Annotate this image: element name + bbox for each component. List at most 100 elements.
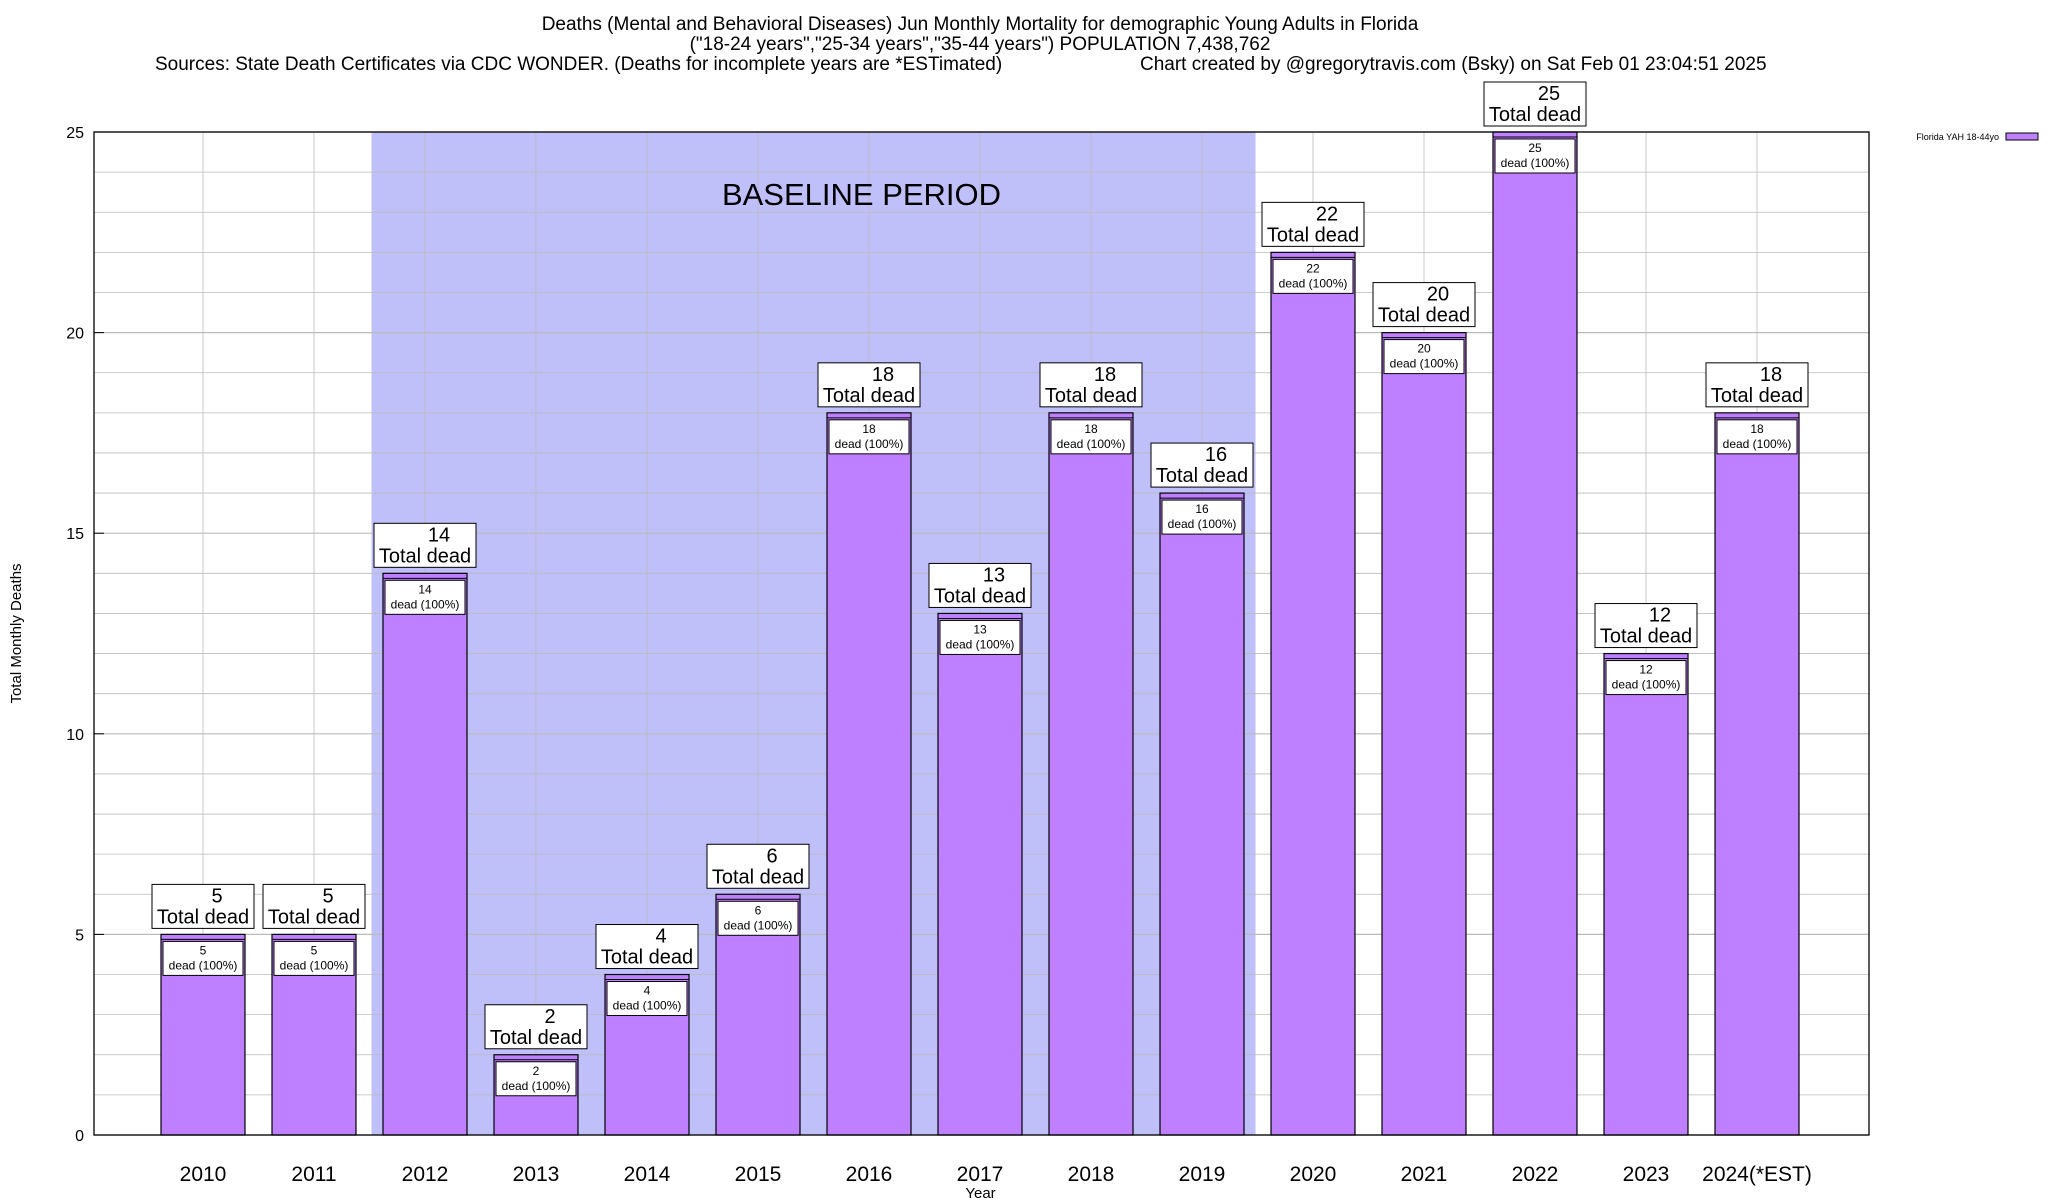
bar-top-value: 12	[1649, 605, 1671, 627]
bar-inner-value: 14	[418, 582, 432, 596]
bar-inner-label-box	[1272, 258, 1354, 294]
x-tick-label: 2023	[1623, 1163, 1670, 1186]
bar-inner-label-box	[162, 940, 244, 976]
bar	[382, 572, 468, 1136]
bar	[826, 412, 912, 1136]
bar-top-value: 18	[1760, 364, 1782, 386]
bar-top-value: 14	[428, 524, 450, 546]
bar-inner-value: 6	[755, 903, 762, 917]
bar-inner-label: dead (100%)	[724, 918, 793, 932]
x-tick-label: 2016	[846, 1163, 893, 1186]
bar-top-label-box	[1261, 201, 1365, 247]
bar-inner-label-box	[1161, 499, 1243, 535]
bar-inner-value: 20	[1417, 342, 1431, 356]
bar-top-label: Total dead	[601, 947, 693, 969]
y-tick-label: 25	[66, 125, 84, 142]
chart-credit: Chart created by @gregorytravis.com (Bsk…	[1140, 54, 1767, 75]
chart-title: Deaths (Mental and Behavioral Diseases) …	[541, 14, 1419, 35]
bar-top-label-box	[151, 883, 255, 929]
bar-top-value: 5	[211, 885, 222, 907]
bar	[937, 612, 1023, 1136]
x-tick-label: 2012	[402, 1163, 449, 1186]
bar-top-label-box	[1039, 362, 1143, 408]
bar-inner-value: 25	[1528, 141, 1542, 155]
bar-top-value: 2	[544, 1006, 555, 1028]
bar-inner-label-box	[717, 900, 799, 936]
y-tick-label: 0	[75, 1128, 84, 1145]
x-tick-label: 2013	[513, 1163, 560, 1186]
bar-top-label-box	[484, 1004, 588, 1050]
chart-sources: Sources: State Death Certificates via CD…	[155, 54, 1003, 75]
y-tick-label: 15	[66, 526, 84, 543]
bar-top-label-box	[1483, 81, 1587, 127]
bar-inner-label-box	[606, 981, 688, 1017]
x-tick-label: 2015	[735, 1163, 782, 1186]
bar-top-value: 25	[1538, 83, 1560, 105]
y-axis-label: Total Monthly Deaths	[8, 563, 25, 703]
bar	[1381, 332, 1467, 1136]
bar-inner-label-box	[384, 579, 466, 615]
x-tick-label: 2011	[291, 1163, 336, 1186]
bar-top-value: 13	[983, 564, 1005, 586]
bar-inner-label-box	[273, 940, 355, 976]
x-tick-label: 2010	[180, 1163, 227, 1186]
bar-inner-label-box	[1383, 339, 1465, 375]
bar-inner-value: 18	[862, 422, 876, 436]
bar-top-label-box	[262, 883, 366, 929]
bar-top-value: 16	[1205, 444, 1227, 466]
x-tick-label: 2024(*EST)	[1702, 1163, 1812, 1186]
bar-inner-label: dead (100%)	[391, 597, 460, 611]
x-tick-label: 2020	[1290, 1163, 1337, 1186]
bar-inner-value: 16	[1195, 502, 1209, 516]
bar-top-label: Total dead	[1156, 465, 1248, 487]
y-tick-label: 10	[66, 727, 84, 744]
bar-inner-label: dead (100%)	[613, 999, 682, 1013]
x-tick-label: 2021	[1401, 1163, 1448, 1186]
bar-inner-label: dead (100%)	[1723, 437, 1792, 451]
bar-inner-label: dead (100%)	[1279, 276, 1348, 290]
legend-swatch	[2005, 132, 2039, 141]
bar-top-label: Total dead	[1489, 104, 1581, 126]
bar-inner-label-box	[1605, 660, 1687, 696]
bar	[1048, 412, 1134, 1136]
bar-inner-value: 13	[973, 622, 987, 636]
bar	[1159, 492, 1245, 1136]
bar-top-label: Total dead	[1711, 385, 1803, 407]
bar-inner-label: dead (100%)	[502, 1079, 571, 1093]
bar-inner-value: 22	[1306, 261, 1320, 275]
bar-top-label: Total dead	[934, 585, 1026, 607]
legend-label: Florida YAH 18-44yo	[1916, 132, 1999, 142]
bar-top-label-box	[1372, 282, 1476, 328]
plot-frame	[93, 131, 1870, 1136]
bar-top-value: 18	[872, 364, 894, 386]
bar-top-label: Total dead	[1267, 224, 1359, 246]
bar-inner-label-box	[495, 1061, 577, 1097]
x-tick-label: 2018	[1068, 1163, 1115, 1186]
y-tick-label: 20	[66, 326, 84, 343]
bar-inner-value: 5	[311, 943, 318, 957]
bar-top-label: Total dead	[268, 906, 360, 928]
y-tick-label: 5	[75, 927, 84, 944]
bar-top-value: 5	[322, 885, 333, 907]
bar-inner-value: 2	[533, 1064, 540, 1078]
x-axis-label: Year	[965, 1185, 995, 1200]
bar-top-value: 4	[655, 926, 666, 948]
bar-inner-label: dead (100%)	[946, 637, 1015, 651]
bar-top-label-box	[373, 522, 477, 568]
bar-top-label: Total dead	[823, 385, 915, 407]
bar-inner-label: dead (100%)	[835, 437, 904, 451]
bar-top-label: Total dead	[1045, 385, 1137, 407]
baseline-period-label: BASELINE PERIOD	[722, 177, 1001, 212]
x-tick-label: 2019	[1179, 1163, 1226, 1186]
bar-inner-label-box	[939, 619, 1021, 655]
bar-inner-label: dead (100%)	[1057, 437, 1126, 451]
bar-top-label-box	[817, 362, 921, 408]
x-tick-label: 2022	[1512, 1163, 1559, 1186]
bar-top-label: Total dead	[490, 1027, 582, 1049]
bar-inner-label: dead (100%)	[169, 958, 238, 972]
bar-top-value: 6	[766, 845, 777, 867]
bar-top-label-box	[1705, 362, 1809, 408]
bar	[1714, 412, 1800, 1136]
bar-top-label: Total dead	[379, 545, 471, 567]
